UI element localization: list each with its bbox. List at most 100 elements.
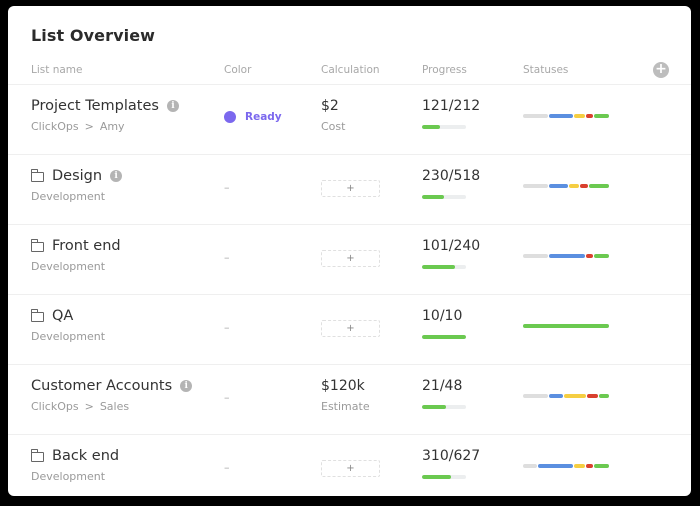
table-row[interactable]: Back end Development – +310/627 (8, 434, 691, 496)
progress-fill (422, 475, 451, 479)
empty-color: – (224, 391, 230, 404)
progress-bar (422, 265, 466, 269)
status-segment-yellow[interactable] (573, 114, 586, 118)
col-statuses[interactable]: Statuses (523, 64, 569, 76)
status-segment-red[interactable] (585, 254, 593, 258)
status-segment-gray[interactable] (523, 114, 548, 118)
status-segment-red[interactable] (586, 464, 593, 468)
row-divider (8, 294, 691, 295)
progress-text: 21/48 (422, 378, 463, 394)
list-name-label: Front end (52, 238, 121, 254)
color-cell[interactable]: Ready (224, 111, 282, 123)
row-divider (8, 84, 691, 85)
breadcrumb-item[interactable]: Development (31, 330, 106, 343)
row-divider (8, 224, 691, 225)
status-segment-green[interactable] (593, 254, 609, 258)
list-name-label: Design (52, 168, 103, 184)
status-segment-gray[interactable] (523, 464, 538, 468)
list-name[interactable]: Front end (31, 238, 121, 254)
status-segment-green[interactable] (593, 114, 609, 118)
table-row[interactable]: Project Templates i ClickOps > Amy Ready $2 Cos… (8, 84, 691, 154)
status-segment-gray[interactable] (523, 184, 548, 188)
progress-text: 310/627 (422, 448, 481, 464)
list-name-label: Project Templates (31, 98, 159, 114)
col-progress[interactable]: Progress (422, 64, 467, 76)
list-name-label: Customer Accounts (31, 378, 173, 394)
status-segment-gray[interactable] (523, 254, 549, 258)
status-segment-blue[interactable] (538, 464, 573, 468)
progress-text: 230/518 (422, 168, 481, 184)
statuses-bar[interactable] (523, 464, 609, 468)
color-cell[interactable]: – (224, 251, 230, 264)
statuses-bar[interactable] (523, 184, 609, 188)
info-icon[interactable]: i (110, 170, 123, 182)
add-calculation-button[interactable]: + (321, 180, 380, 197)
list-name[interactable]: Design i (31, 168, 123, 184)
status-segment-blue[interactable] (548, 184, 568, 188)
add-calculation-button[interactable]: + (321, 250, 380, 267)
status-segment-red[interactable] (587, 394, 599, 398)
table-row[interactable]: Design i Development – +230/518 (8, 154, 691, 224)
add-calculation-button[interactable]: + (321, 460, 380, 477)
table-row[interactable]: QA Development – +10/10 (8, 294, 691, 364)
list-name[interactable]: Back end (31, 448, 119, 464)
col-color[interactable]: Color (224, 64, 252, 76)
status-segment-yellow[interactable] (573, 464, 586, 468)
list-name[interactable]: Customer Accounts i (31, 378, 193, 394)
empty-color: – (224, 181, 230, 194)
info-icon[interactable]: i (180, 380, 193, 392)
status-segment-blue[interactable] (548, 394, 564, 398)
color-status[interactable]: Ready (224, 111, 282, 123)
color-cell[interactable]: – (224, 181, 230, 194)
statuses-bar[interactable] (523, 324, 609, 328)
col-list-name[interactable]: List name (31, 64, 83, 76)
breadcrumb-item[interactable]: ClickOps (31, 400, 79, 413)
status-segment-red[interactable] (586, 114, 593, 118)
calculation-value: $120k (321, 378, 365, 394)
breadcrumb-item[interactable]: Development (31, 470, 106, 483)
status-segment-gray[interactable] (523, 394, 548, 398)
status-segment-green[interactable] (588, 184, 609, 188)
list-name[interactable]: Project Templates i (31, 98, 179, 114)
color-cell[interactable]: – (224, 461, 230, 474)
breadcrumb-item[interactable]: ClickOps (31, 120, 79, 133)
breadcrumb-item[interactable]: Sales (99, 400, 130, 413)
status-segment-blue[interactable] (548, 114, 573, 118)
empty-color: – (224, 461, 230, 474)
statuses-bar[interactable] (523, 114, 609, 118)
progress-fill (422, 265, 455, 269)
list-name-label: Back end (52, 448, 120, 464)
color-cell[interactable]: – (224, 391, 230, 404)
table-row[interactable]: Customer Accounts i ClickOps > Sales – $120k Es… (8, 364, 691, 434)
statuses-bar[interactable] (523, 394, 609, 398)
calculation-label: Cost (321, 120, 346, 133)
progress-bar (422, 335, 466, 339)
progress-fill (422, 195, 444, 199)
status-segment-yellow[interactable] (564, 394, 587, 398)
progress-text: 10/10 (422, 308, 463, 324)
status-segment-yellow[interactable] (568, 184, 580, 188)
status-segment-green[interactable] (593, 464, 609, 468)
row-divider (8, 154, 691, 155)
progress-text: 121/212 (422, 98, 481, 114)
breadcrumb-item[interactable]: Development (31, 190, 106, 203)
table-row[interactable]: Front end Development – +101/240 (8, 224, 691, 294)
breadcrumb-item[interactable]: Amy (99, 120, 125, 133)
status-segment-red[interactable] (580, 184, 588, 188)
progress-text: 101/240 (422, 238, 481, 254)
add-column-icon[interactable]: + (653, 62, 669, 78)
statuses-bar[interactable] (523, 254, 609, 258)
list-name[interactable]: QA (31, 308, 73, 324)
status-segment-green[interactable] (523, 324, 609, 328)
calculation-value: $2 (321, 98, 339, 114)
status-segment-green[interactable] (599, 394, 609, 398)
status-segment-blue[interactable] (549, 254, 585, 258)
info-icon[interactable]: i (166, 100, 179, 112)
color-cell[interactable]: – (224, 321, 230, 334)
breadcrumb-item[interactable]: Development (31, 260, 106, 273)
col-calculation[interactable]: Calculation (321, 64, 380, 76)
table-header: List name Color Calculation Progress Sta… (8, 64, 691, 84)
add-calculation-button[interactable]: + (321, 320, 380, 337)
list-name-label: QA (52, 308, 74, 324)
calculation-label: Estimate (321, 400, 370, 413)
